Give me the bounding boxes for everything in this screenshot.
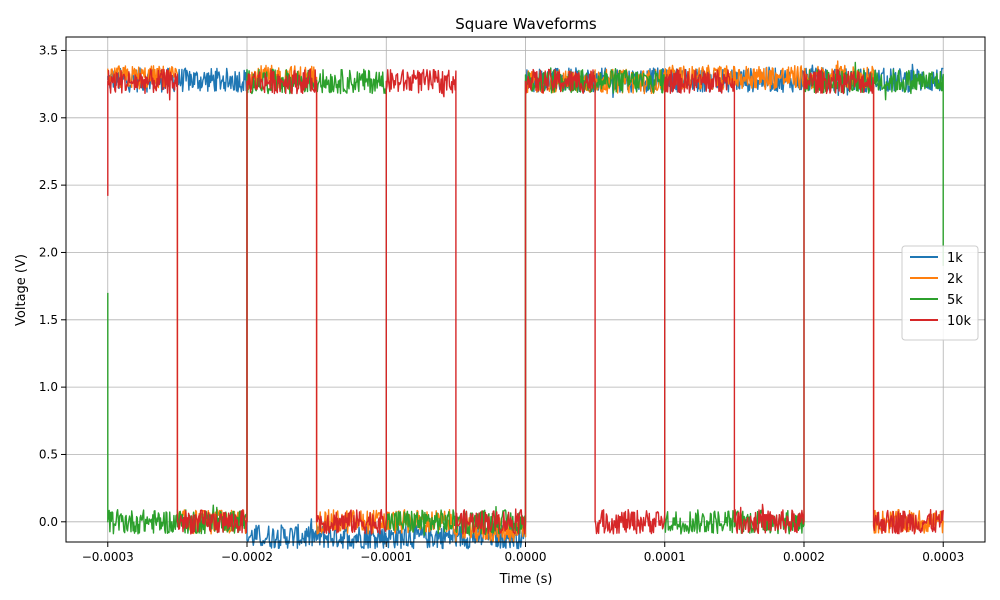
series-lines [107, 60, 944, 550]
legend: 1k 2k 5k 10k [901, 245, 979, 341]
y-tick-label: 2.5 [39, 178, 58, 192]
x-ticks: −0.0003 −0.0002 −0.0001 0.0000 0.0001 0.0002 0… [82, 542, 964, 564]
y-tick-label: 1.0 [39, 380, 58, 394]
x-tick-label: 0.0003 [922, 550, 964, 564]
x-tick-label: 0.0001 [644, 550, 686, 564]
y-tick-label: 1.5 [39, 313, 58, 327]
y-axis-label: Voltage (V) [14, 254, 29, 326]
legend-label-2k: 2k [947, 272, 963, 287]
x-axis-label: Time (s) [499, 572, 553, 587]
x-tick-label: −0.0001 [360, 550, 412, 564]
y-tick-label: 0.0 [39, 515, 58, 529]
legend-label-1k: 1k [947, 251, 963, 266]
y-tick-label: 3.0 [39, 111, 58, 125]
legend-box [901, 245, 979, 341]
x-tick-label: −0.0002 [221, 550, 273, 564]
chart-title: Square Waveforms [455, 15, 597, 33]
y-tick-label: 0.5 [39, 447, 58, 461]
y-tick-label: 3.5 [39, 43, 58, 57]
x-tick-label: −0.0003 [82, 550, 134, 564]
x-tick-label: 0.0002 [783, 550, 825, 564]
series-line-10k [107, 68, 944, 535]
x-tick-label: 0.0000 [505, 550, 547, 564]
y-ticks: 0.0 0.5 1.0 1.5 2.0 2.5 3.0 3.5 [39, 43, 66, 529]
legend-label-5k: 5k [947, 293, 963, 308]
y-tick-label: 2.0 [39, 245, 58, 259]
legend-label-10k: 10k [947, 314, 972, 329]
